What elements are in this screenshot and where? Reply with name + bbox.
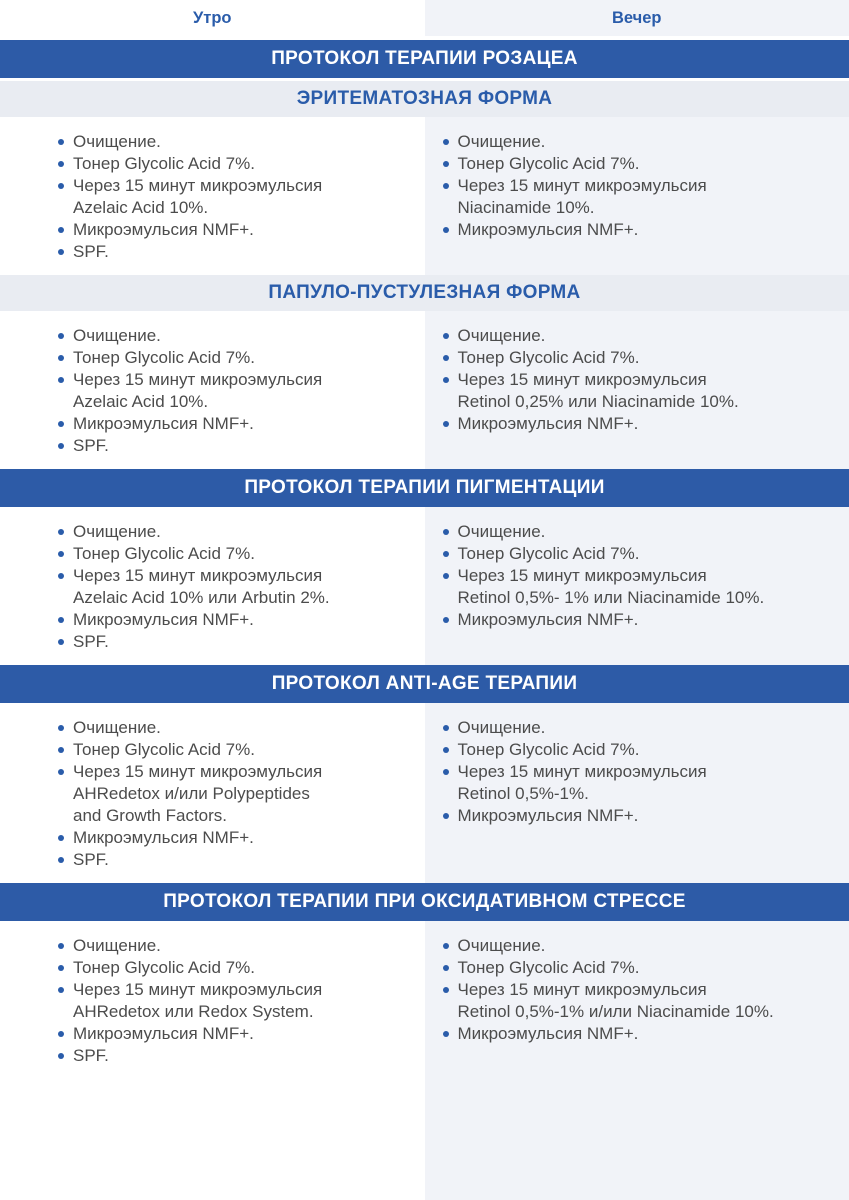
protocol-step: Микроэмульсия NMF+. bbox=[442, 219, 836, 241]
protocol-step: Через 15 минут микроэмульсия AHRedetox и… bbox=[58, 761, 411, 827]
protocol-step: SPF. bbox=[58, 435, 411, 457]
protocol-step: Микроэмульсия NMF+. bbox=[442, 413, 836, 435]
protocol-step: SPF. bbox=[58, 849, 411, 871]
protocol-title-banner: ПРОТОКОЛ ТЕРАПИИ РОЗАЦЕА bbox=[0, 40, 849, 78]
evening-steps-list: Очищение. Тонер Glycolic Acid 7%. Через 15… bbox=[424, 703, 849, 883]
protocol-step: Микроэмульсия NMF+. bbox=[58, 1023, 411, 1045]
protocol-step: Через 15 минут микроэмульсия Retinol 0,5… bbox=[442, 565, 836, 609]
protocol-step: SPF. bbox=[58, 1045, 411, 1067]
protocol-step: Очищение. bbox=[58, 935, 411, 957]
protocol-step: Через 15 минут микроэмульсия Retinol 0,5… bbox=[442, 761, 836, 805]
protocol-lists-row: Очищение. Тонер Glycolic Acid 7%. Через 15… bbox=[0, 921, 849, 1079]
protocol-step: Тонер Glycolic Acid 7%. bbox=[58, 347, 411, 369]
form-subtitle-banner: ЭРИТЕМАТОЗНАЯ ФОРМА bbox=[0, 81, 849, 117]
protocol-step: Тонер Glycolic Acid 7%. bbox=[58, 543, 411, 565]
evening-steps-list: Очищение. Тонер Glycolic Acid 7%. Через 15… bbox=[424, 117, 849, 275]
protocol-step: Микроэмульсия NMF+. bbox=[442, 805, 836, 827]
protocol-step: Тонер Glycolic Acid 7%. bbox=[442, 739, 836, 761]
page-tail bbox=[0, 1079, 849, 1200]
protocol-step: Тонер Glycolic Acid 7%. bbox=[442, 153, 836, 175]
protocol-step: Очищение. bbox=[442, 325, 836, 347]
protocol-step: Через 15 минут микроэмульсия Retinol 0,2… bbox=[442, 369, 836, 413]
column-headers: Утро Вечер bbox=[0, 0, 849, 36]
morning-steps-list: Очищение. Тонер Glycolic Acid 7%. Через 15… bbox=[0, 507, 425, 665]
evening-column-filler bbox=[424, 1079, 849, 1200]
column-header-morning: Утро bbox=[192, 8, 232, 27]
protocol-step: SPF. bbox=[58, 631, 411, 653]
column-header-evening: Вечер bbox=[424, 0, 849, 36]
protocol-step: Очищение. bbox=[442, 131, 836, 153]
protocol-step: Очищение. bbox=[58, 131, 411, 153]
protocol-step: Очищение. bbox=[58, 325, 411, 347]
protocol-step: Очищение. bbox=[58, 717, 411, 739]
morning-steps-list: Очищение. Тонер Glycolic Acid 7%. Через 15… bbox=[0, 703, 425, 883]
morning-steps-list: Очищение. Тонер Glycolic Acid 7%. Через 15… bbox=[0, 921, 425, 1079]
morning-column-filler bbox=[0, 1079, 425, 1200]
protocol-title-banner: ПРОТОКОЛ ANTI-AGE ТЕРАПИИ bbox=[0, 665, 849, 703]
protocol-step: Микроэмульсия NMF+. bbox=[58, 827, 411, 849]
evening-steps-list: Очищение. Тонер Glycolic Acid 7%. Через 15… bbox=[424, 507, 849, 665]
protocol-step: SPF. bbox=[58, 241, 411, 263]
protocol-step: Через 15 минут микроэмульсия AHRedetox и… bbox=[58, 979, 411, 1023]
protocol-step: Очищение. bbox=[58, 521, 411, 543]
protocol-step: Через 15 минут микроэмульсия Niacinamide… bbox=[442, 175, 836, 219]
protocol-step: Очищение. bbox=[442, 717, 836, 739]
morning-steps-list: Очищение. Тонер Glycolic Acid 7%. Через 15… bbox=[0, 117, 425, 275]
protocol-step: Микроэмульсия NMF+. bbox=[442, 1023, 836, 1045]
protocol-lists-row: Очищение. Тонер Glycolic Acid 7%. Через 15… bbox=[0, 507, 849, 665]
protocol-lists-row: Очищение. Тонер Glycolic Acid 7%. Через 15… bbox=[0, 311, 849, 469]
protocol-step: Через 15 минут микроэмульсия Retinol 0,5… bbox=[442, 979, 836, 1023]
form-subtitle-banner: ПАПУЛО-ПУСТУЛЕЗНАЯ ФОРМА bbox=[0, 275, 849, 311]
protocol-step: Тонер Glycolic Acid 7%. bbox=[442, 957, 836, 979]
protocol-step: Тонер Glycolic Acid 7%. bbox=[58, 957, 411, 979]
protocol-step: Тонер Glycolic Acid 7%. bbox=[442, 543, 836, 565]
protocol-step: Микроэмульсия NMF+. bbox=[442, 609, 836, 631]
protocol-step: Очищение. bbox=[442, 935, 836, 957]
protocol-lists-row: Очищение. Тонер Glycolic Acid 7%. Через 15… bbox=[0, 117, 849, 275]
protocol-step: Через 15 минут микроэмульсия Azelaic Aci… bbox=[58, 369, 411, 413]
evening-steps-list: Очищение. Тонер Glycolic Acid 7%. Через 15… bbox=[424, 311, 849, 469]
protocol-title-banner: ПРОТОКОЛ ТЕРАПИИ ПИГМЕНТАЦИИ bbox=[0, 469, 849, 507]
protocol-blocks: ПРОТОКОЛ ТЕРАПИИ РОЗАЦЕА ЭРИТЕМАТОЗНАЯ ФО… bbox=[0, 40, 849, 1079]
protocol-step: Тонер Glycolic Acid 7%. bbox=[58, 153, 411, 175]
protocol-step: Микроэмульсия NMF+. bbox=[58, 413, 411, 435]
protocol-step: Очищение. bbox=[442, 521, 836, 543]
morning-steps-list: Очищение. Тонер Glycolic Acid 7%. Через 15… bbox=[0, 311, 425, 469]
protocol-step: Тонер Glycolic Acid 7%. bbox=[58, 739, 411, 761]
evening-steps-list: Очищение. Тонер Glycolic Acid 7%. Через 15… bbox=[424, 921, 849, 1079]
protocol-step: Через 15 минут микроэмульсия Azelaic Aci… bbox=[58, 565, 411, 609]
protocol-step: Тонер Glycolic Acid 7%. bbox=[442, 347, 836, 369]
protocol-step: Микроэмульсия NMF+. bbox=[58, 219, 411, 241]
header-divider bbox=[0, 36, 849, 40]
protocol-title-banner: ПРОТОКОЛ ТЕРАПИИ ПРИ ОКСИДАТИВНОМ СТРЕСС… bbox=[0, 883, 849, 921]
protocol-step: Микроэмульсия NMF+. bbox=[58, 609, 411, 631]
protocol-lists-row: Очищение. Тонер Glycolic Acid 7%. Через 15… bbox=[0, 703, 849, 883]
protocol-step: Через 15 минут микроэмульсия Azelaic Aci… bbox=[58, 175, 411, 219]
